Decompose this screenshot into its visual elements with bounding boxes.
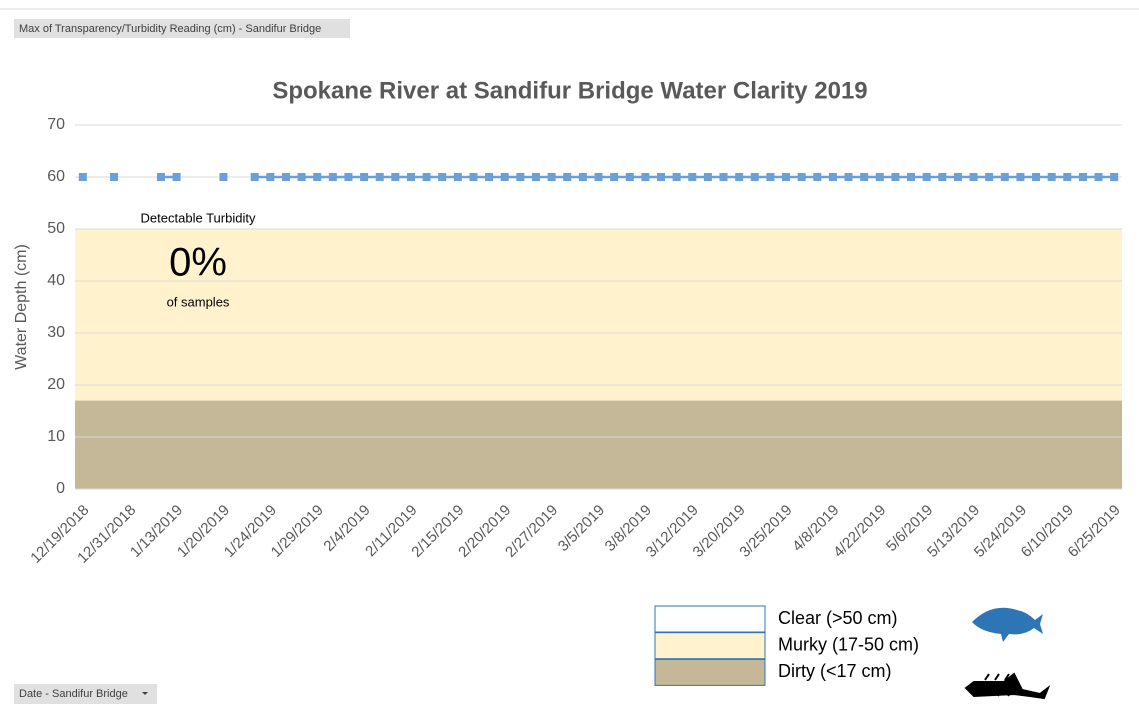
- legend-swatch: [654, 658, 766, 686]
- marker: [453, 173, 462, 181]
- marker: [813, 173, 822, 181]
- y-tick-label: 10: [47, 428, 65, 445]
- axis-button-label[interactable]: Date - Sandifur Bridge: [19, 688, 128, 700]
- marker: [1016, 173, 1025, 181]
- marker: [610, 173, 619, 181]
- marker: [735, 173, 744, 181]
- legend-label: Dirty (<17 cm): [778, 661, 892, 681]
- marker: [703, 173, 712, 181]
- marker: [1110, 173, 1119, 181]
- y-tick-label: 60: [47, 168, 65, 185]
- band: [75, 229, 1122, 401]
- axis-button[interactable]: [14, 684, 157, 704]
- marker: [1047, 173, 1056, 181]
- marker: [360, 173, 369, 181]
- marker: [531, 173, 540, 181]
- marker: [641, 173, 650, 181]
- y-tick-label: 70: [47, 116, 65, 133]
- marker: [1078, 173, 1087, 181]
- marker: [625, 173, 634, 181]
- band: [75, 400, 1122, 489]
- marker: [594, 173, 603, 181]
- marker: [485, 173, 494, 181]
- marker: [860, 173, 869, 181]
- marker: [985, 173, 994, 181]
- field-button-label[interactable]: Max of Transparency/Turbidity Reading (c…: [19, 23, 321, 35]
- marker: [375, 173, 384, 181]
- marker: [766, 173, 775, 181]
- marker: [891, 173, 900, 181]
- marker: [297, 173, 306, 181]
- legend-swatch: [654, 605, 766, 633]
- marker: [922, 173, 931, 181]
- marker: [78, 173, 87, 181]
- marker: [110, 173, 119, 181]
- marker: [1032, 173, 1041, 181]
- marker: [688, 173, 697, 181]
- y-axis-label: Water Depth (cm): [13, 244, 30, 370]
- marker: [1000, 173, 1009, 181]
- marker: [250, 173, 259, 181]
- legend-swatch: [654, 632, 766, 660]
- marker: [500, 173, 509, 181]
- skeleton-icon: [964, 672, 1051, 700]
- fish-icon: [972, 607, 1043, 642]
- legend-label: Clear (>50 cm): [778, 608, 898, 628]
- marker: [219, 173, 228, 181]
- marker: [672, 173, 681, 181]
- marker: [266, 173, 275, 181]
- marker: [172, 173, 181, 181]
- y-tick-label: 40: [47, 272, 65, 289]
- marker: [578, 173, 587, 181]
- marker: [875, 173, 884, 181]
- marker: [828, 173, 837, 181]
- marker: [469, 173, 478, 181]
- marker: [547, 173, 556, 181]
- marker: [797, 173, 806, 181]
- marker: [750, 173, 759, 181]
- marker: [1063, 173, 1072, 181]
- chart-title: Spokane River at Sandifur Bridge Water C…: [272, 77, 867, 104]
- field-button[interactable]: [14, 19, 350, 38]
- marker: [281, 173, 290, 181]
- marker: [422, 173, 431, 181]
- marker: [969, 173, 978, 181]
- x-tick-label: 3/5/2019: [555, 502, 608, 555]
- marker: [344, 173, 353, 181]
- marker: [313, 173, 322, 181]
- marker: [657, 173, 666, 181]
- marker: [328, 173, 337, 181]
- marker: [953, 173, 962, 181]
- y-tick-label: 30: [47, 324, 65, 341]
- marker: [391, 173, 400, 181]
- dropdown-arrow[interactable]: [142, 692, 148, 695]
- annotation-value: 0%: [169, 241, 227, 285]
- y-tick-label: 0: [56, 480, 65, 497]
- marker: [938, 173, 947, 181]
- marker: [719, 173, 728, 181]
- marker: [844, 173, 853, 181]
- marker: [782, 173, 791, 181]
- marker: [156, 173, 165, 181]
- y-tick-label: 20: [47, 376, 65, 393]
- y-tick-label: 50: [47, 220, 65, 237]
- marker: [406, 173, 415, 181]
- marker: [438, 173, 447, 181]
- annotation-caption: of samples: [167, 294, 230, 309]
- marker: [563, 173, 572, 181]
- legend-label: Murky (17-50 cm): [778, 634, 919, 654]
- marker: [1094, 173, 1103, 181]
- marker: [907, 173, 916, 181]
- annotation-heading: Detectable Turbidity: [141, 210, 256, 225]
- marker: [516, 173, 525, 181]
